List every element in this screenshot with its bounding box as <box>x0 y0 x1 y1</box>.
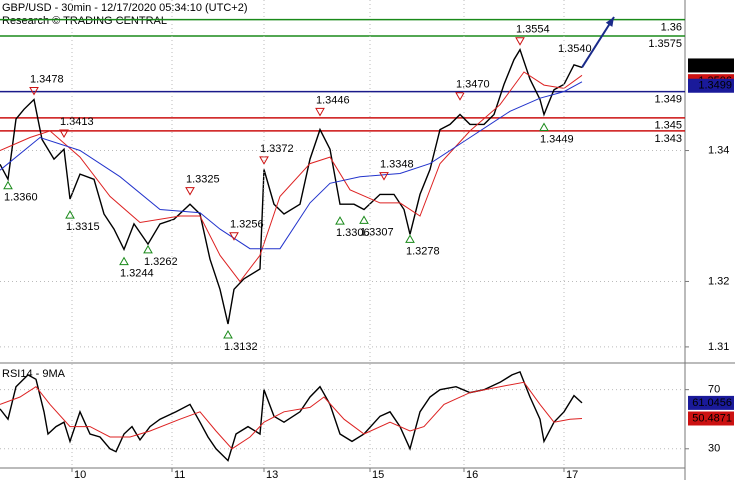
chart-title: GBP/USD - 30min - 12/17/2020 05:34:10 (U… <box>2 2 247 14</box>
pivot-label: 1.3360 <box>4 192 38 204</box>
pivot-label: 1.3262 <box>144 256 178 268</box>
x-tick-label: 11 <box>174 469 185 480</box>
axis-marker <box>688 78 734 93</box>
axis-marker <box>688 58 734 73</box>
y-tick-label: 1.32 <box>708 275 729 287</box>
pivot-high-marker <box>315 107 325 117</box>
pivot-low-marker <box>335 216 345 225</box>
pivot-label: 1.3132 <box>224 341 258 353</box>
x-tick-label: 15 <box>372 469 384 480</box>
pivot-label: 1.3478 <box>30 73 64 85</box>
level-label: 1.343 <box>654 133 682 145</box>
axis-marker <box>688 395 734 410</box>
pivot-high-marker <box>379 172 389 181</box>
pivot-label: 1.3413 <box>60 116 94 128</box>
pivot-low-marker <box>119 256 129 266</box>
pivot-label: 1.3348 <box>380 158 414 170</box>
axis-marker <box>688 411 734 426</box>
level-label: 1.349 <box>654 94 682 106</box>
pivot-label: 1.3325 <box>186 174 220 186</box>
level-label: 1.3575 <box>648 38 682 50</box>
pivot-low-marker <box>143 244 153 254</box>
axis-marker-label: 50.4871 <box>692 412 732 424</box>
axis-marker-label: 1.353 <box>704 59 732 71</box>
pivot-label: 1.3256 <box>230 219 264 231</box>
pivot-low-marker <box>405 234 415 243</box>
pivot-low-marker <box>65 210 75 219</box>
pivot-label: 1.3446 <box>316 94 350 106</box>
chart-subtitle: Research © TRADING CENTRAL <box>2 15 167 27</box>
pivot-label: 1.3554 <box>516 24 550 36</box>
y-tick-label: 1.34 <box>708 144 729 156</box>
pivot-label: 1.3278 <box>406 245 440 257</box>
pivot-high-marker <box>455 92 465 101</box>
pivot-label: 1.3315 <box>66 221 100 233</box>
y-tick-label: 70 <box>708 384 720 396</box>
series-line <box>0 381 583 450</box>
pivot-high-marker <box>29 86 39 96</box>
pivot-high-marker <box>59 129 69 139</box>
level-label: 1.345 <box>654 120 682 132</box>
rsi-title: RSI14 - 9MA <box>2 368 66 380</box>
pivot-low-marker <box>3 180 13 190</box>
series-line <box>0 81 583 250</box>
x-tick-label: 10 <box>74 469 86 480</box>
level-label: 1.36 <box>661 22 682 34</box>
series-line <box>0 71 583 283</box>
pivot-high-marker <box>185 187 195 196</box>
y-tick-label: 30 <box>708 443 720 455</box>
series-line <box>0 48 583 325</box>
axis-marker-label: 1.3499 <box>698 80 732 92</box>
forecast-arrow <box>581 16 615 68</box>
pivot-label: 1.3307 <box>360 226 394 238</box>
pivot-label: 1.3306 <box>336 227 370 239</box>
pivot-label: 1.3244 <box>120 268 154 280</box>
series-line <box>0 371 583 462</box>
x-tick-label: 13 <box>266 469 278 480</box>
pivot-low-marker <box>539 122 549 131</box>
axis-marker-label: 61.0456 <box>692 397 732 409</box>
x-tick-label: 17 <box>566 469 578 480</box>
pivot-low-marker <box>223 329 233 339</box>
pivot-low-marker <box>359 215 369 224</box>
pivot-label: 1.3449 <box>540 133 574 145</box>
pivot-label: 1.3540 <box>558 43 592 55</box>
pivot-label: 1.3470 <box>456 79 490 91</box>
pivot-high-marker <box>515 37 525 46</box>
y-tick-label: 1.31 <box>708 341 729 353</box>
forecast-arrowhead <box>605 17 614 27</box>
pivot-label: 1.3372 <box>260 143 294 155</box>
x-tick-label: 16 <box>466 469 478 480</box>
pivot-high-marker <box>229 232 239 241</box>
